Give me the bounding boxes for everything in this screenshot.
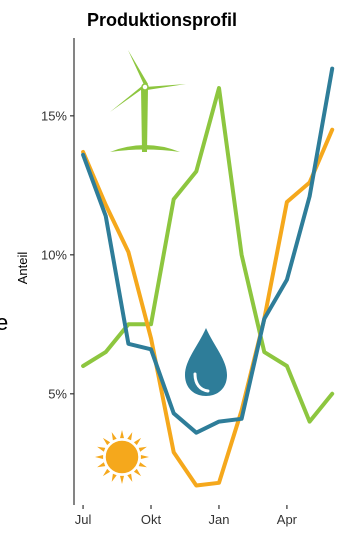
- y-axis: 5% 10% 15%: [41, 38, 75, 505]
- wind-turbine-icon: [110, 50, 186, 152]
- series-group: [81, 66, 335, 488]
- chart-title: Produktionsprofil: [87, 10, 237, 30]
- stray-label: e: [0, 310, 8, 335]
- series-line-hydro: [81, 66, 335, 435]
- x-tick-label: Apr: [277, 512, 298, 527]
- series-line-solar: [81, 127, 335, 488]
- y-tick-label: 10%: [41, 247, 67, 262]
- y-tick-label: 15%: [41, 108, 67, 123]
- y-axis-label: Anteil: [15, 252, 30, 285]
- water-drop-icon: [185, 328, 227, 396]
- x-tick-label: Jul: [75, 512, 92, 527]
- x-axis: Jul Okt Jan Apr: [75, 505, 298, 527]
- x-tick-label: Okt: [141, 512, 162, 527]
- y-tick-label: 5%: [48, 386, 67, 401]
- sun-icon: [95, 430, 149, 484]
- x-tick-label: Jan: [208, 512, 229, 527]
